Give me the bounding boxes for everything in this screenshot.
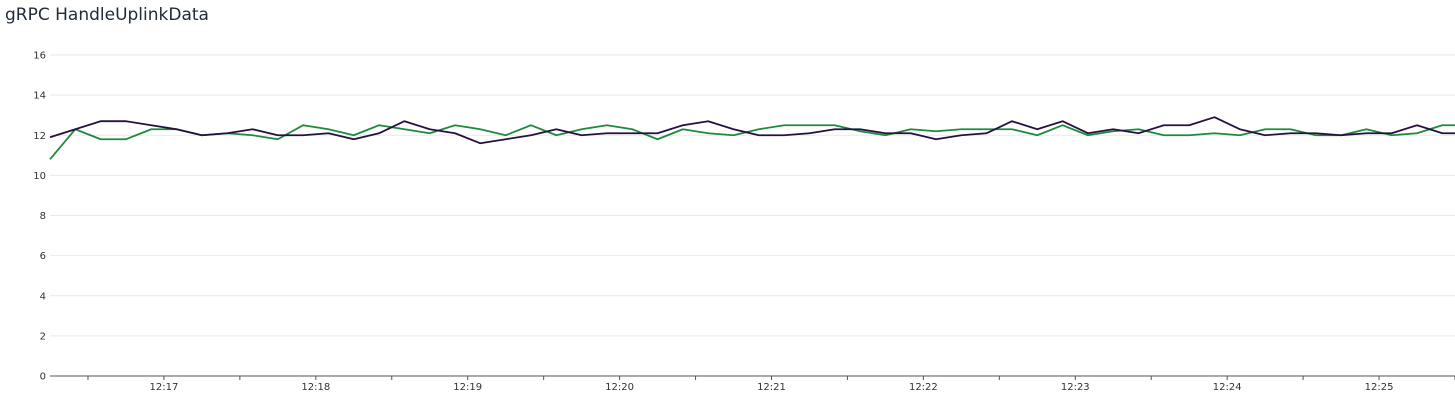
y-tick-label: 4 — [40, 291, 46, 302]
x-tick-label: 12:21 — [757, 382, 786, 393]
x-tick-label: 12:20 — [605, 382, 634, 393]
y-tick-label: 12 — [33, 131, 46, 142]
x-tick-label: 12:23 — [1061, 382, 1090, 393]
x-tick-label: 12:18 — [301, 382, 330, 393]
grid-lines — [50, 54, 1455, 337]
y-tick-label: 0 — [40, 372, 46, 383]
x-axis: 12:17 12:18 12:19 12:20 12:21 12:22 12:23 12:24… — [50, 375, 1455, 393]
y-tick-label: 14 — [33, 91, 46, 102]
x-tick-label: 12:19 — [453, 382, 482, 393]
x-tick-label: 12:25 — [1365, 382, 1394, 393]
series-lines — [49, 116, 1455, 160]
x-tick-label: 12:17 — [150, 382, 179, 393]
x-tick-label: 12:24 — [1213, 382, 1242, 393]
y-tick-label: 6 — [40, 251, 46, 262]
chart-title: gRPC HandleUplinkData — [5, 5, 209, 25]
y-tick-label: 2 — [40, 331, 46, 342]
y-tick-label: 16 — [33, 51, 46, 62]
y-axis: 0 2 4 6 8 10 12 14 16 — [33, 51, 46, 383]
y-tick-label: 10 — [33, 171, 46, 182]
series-line-2 — [49, 116, 1455, 145]
y-tick-label: 8 — [40, 211, 46, 222]
x-tick-label: 12:22 — [909, 382, 938, 393]
